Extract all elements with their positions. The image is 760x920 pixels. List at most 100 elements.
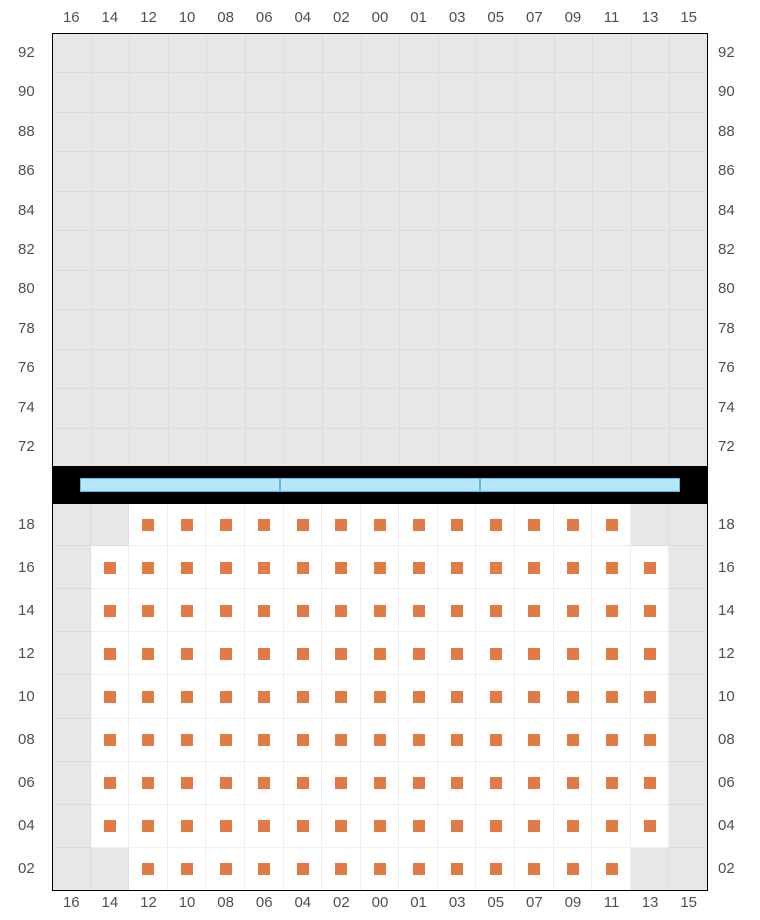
seat-available[interactable] — [245, 762, 284, 805]
seat-available[interactable] — [284, 762, 323, 805]
seat-available[interactable] — [399, 632, 438, 675]
seat-available[interactable] — [592, 719, 631, 762]
seat-available[interactable] — [91, 589, 130, 632]
seat-available[interactable] — [322, 546, 361, 589]
seat-available[interactable] — [438, 848, 477, 891]
seat-available[interactable] — [631, 675, 670, 718]
seat-available[interactable] — [476, 805, 515, 848]
seat-available[interactable] — [245, 805, 284, 848]
seat-available[interactable] — [206, 589, 245, 632]
seat-available[interactable] — [592, 848, 631, 891]
seat-available[interactable] — [515, 546, 554, 589]
seat-available[interactable] — [476, 503, 515, 546]
seat-available[interactable] — [168, 719, 207, 762]
seat-available[interactable] — [515, 675, 554, 718]
seat-available[interactable] — [91, 632, 130, 675]
seat-available[interactable] — [476, 762, 515, 805]
seat-available[interactable] — [322, 589, 361, 632]
seat-available[interactable] — [592, 675, 631, 718]
seat-available[interactable] — [476, 632, 515, 675]
seat-available[interactable] — [554, 719, 593, 762]
seat-available[interactable] — [631, 762, 670, 805]
seat-available[interactable] — [361, 675, 400, 718]
seat-available[interactable] — [476, 719, 515, 762]
seat-available[interactable] — [129, 675, 168, 718]
seat-available[interactable] — [399, 503, 438, 546]
seat-available[interactable] — [631, 719, 670, 762]
seat-available[interactable] — [592, 762, 631, 805]
seat-available[interactable] — [284, 719, 323, 762]
seat-available[interactable] — [361, 848, 400, 891]
seat-available[interactable] — [554, 632, 593, 675]
seat-available[interactable] — [631, 589, 670, 632]
seat-available[interactable] — [515, 589, 554, 632]
seat-available[interactable] — [399, 719, 438, 762]
seat-available[interactable] — [438, 589, 477, 632]
seat-available[interactable] — [206, 675, 245, 718]
seat-available[interactable] — [322, 632, 361, 675]
seat-available[interactable] — [361, 762, 400, 805]
seat-available[interactable] — [361, 546, 400, 589]
seat-available[interactable] — [592, 546, 631, 589]
seat-available[interactable] — [206, 503, 245, 546]
seat-available[interactable] — [91, 805, 130, 848]
seat-available[interactable] — [129, 632, 168, 675]
seat-available[interactable] — [438, 762, 477, 805]
seat-available[interactable] — [91, 719, 130, 762]
seat-available[interactable] — [592, 589, 631, 632]
seat-available[interactable] — [129, 589, 168, 632]
seat-available[interactable] — [322, 675, 361, 718]
seat-available[interactable] — [168, 503, 207, 546]
seat-available[interactable] — [554, 675, 593, 718]
seat-available[interactable] — [476, 589, 515, 632]
seat-available[interactable] — [245, 503, 284, 546]
seat-available[interactable] — [438, 719, 477, 762]
seat-available[interactable] — [399, 589, 438, 632]
seat-available[interactable] — [91, 675, 130, 718]
seat-available[interactable] — [168, 848, 207, 891]
seat-available[interactable] — [554, 546, 593, 589]
seat-available[interactable] — [438, 632, 477, 675]
seat-available[interactable] — [245, 632, 284, 675]
seat-available[interactable] — [129, 805, 168, 848]
seat-available[interactable] — [399, 675, 438, 718]
seat-available[interactable] — [554, 848, 593, 891]
seat-available[interactable] — [631, 805, 670, 848]
seat-available[interactable] — [168, 546, 207, 589]
seat-available[interactable] — [631, 546, 670, 589]
seat-available[interactable] — [206, 805, 245, 848]
seat-available[interactable] — [438, 675, 477, 718]
seat-available[interactable] — [245, 546, 284, 589]
seat-available[interactable] — [284, 546, 323, 589]
seat-available[interactable] — [168, 589, 207, 632]
seat-available[interactable] — [129, 503, 168, 546]
seat-available[interactable] — [554, 805, 593, 848]
seat-available[interactable] — [206, 762, 245, 805]
seat-available[interactable] — [592, 632, 631, 675]
seat-available[interactable] — [91, 762, 130, 805]
seat-available[interactable] — [245, 589, 284, 632]
seat-available[interactable] — [515, 632, 554, 675]
seat-available[interactable] — [129, 719, 168, 762]
seat-available[interactable] — [206, 719, 245, 762]
seat-available[interactable] — [515, 848, 554, 891]
seat-available[interactable] — [515, 805, 554, 848]
seat-available[interactable] — [361, 632, 400, 675]
seat-available[interactable] — [322, 503, 361, 546]
seat-available[interactable] — [284, 589, 323, 632]
seat-available[interactable] — [245, 848, 284, 891]
seat-available[interactable] — [168, 632, 207, 675]
seat-available[interactable] — [284, 503, 323, 546]
seat-available[interactable] — [322, 805, 361, 848]
seat-available[interactable] — [631, 632, 670, 675]
seat-available[interactable] — [476, 848, 515, 891]
seat-available[interactable] — [438, 503, 477, 546]
seat-available[interactable] — [361, 719, 400, 762]
seat-available[interactable] — [168, 762, 207, 805]
seat-available[interactable] — [438, 546, 477, 589]
seat-available[interactable] — [554, 762, 593, 805]
seat-available[interactable] — [592, 503, 631, 546]
seat-available[interactable] — [554, 503, 593, 546]
seat-available[interactable] — [592, 805, 631, 848]
seat-available[interactable] — [399, 805, 438, 848]
